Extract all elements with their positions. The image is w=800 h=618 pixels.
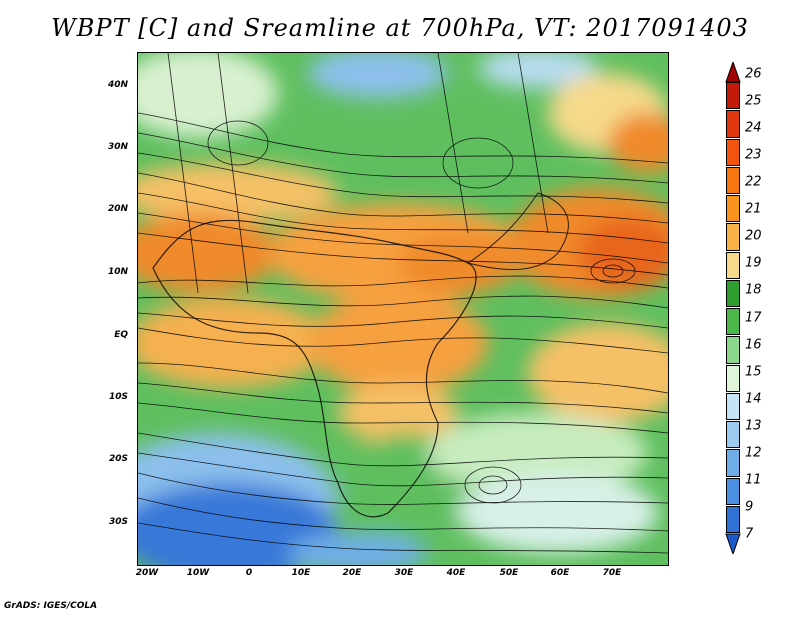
colorbar-segment [726, 82, 740, 110]
lon-label-0: 0 [245, 568, 253, 578]
colorbar-segment [726, 251, 740, 279]
lat-label-30n: 30N [107, 142, 128, 152]
colorbar-label: 20 [745, 228, 762, 244]
colorbar-bottom-arrow [725, 533, 741, 554]
lon-label-70e: 70E [602, 568, 622, 578]
colorbar-label: 9 [745, 499, 754, 515]
lat-label-40n: 40N [107, 80, 128, 90]
lon-label-60e: 60E [550, 568, 570, 578]
colorbar-segment [726, 364, 740, 392]
colorbar-label: 14 [745, 391, 762, 407]
lat-label-10n: 10N [107, 267, 128, 277]
field-shading [138, 53, 668, 565]
africa-outline [152, 219, 477, 518]
colorbar-segment [726, 110, 740, 138]
credit-text: GrADS: IGES/COLA [4, 601, 98, 611]
colorbar-segment [726, 223, 740, 251]
colorbar-label: 24 [745, 120, 762, 136]
colorbar-segment [726, 138, 740, 166]
colorbar-label: 12 [745, 445, 762, 461]
lon-label-10w: 10W [186, 568, 210, 578]
colorbar-label: 16 [745, 337, 762, 353]
colorbar-label: 11 [745, 472, 762, 488]
colorbar-label: 18 [745, 282, 762, 298]
lat-label-30s: 30S [108, 517, 128, 527]
colorbar-segment [726, 308, 740, 336]
map-title: WBPT [C] and Sreamline at 700hPa, VT: 20… [51, 14, 749, 42]
colorbar-segment [726, 166, 740, 194]
lat-label-10s: 10S [108, 392, 128, 402]
colorbar-segment [726, 421, 740, 449]
colorbar-segment [726, 195, 740, 223]
colorbar-segment [726, 505, 740, 533]
lon-label-20e: 20E [342, 568, 362, 578]
lon-label-40e: 40E [446, 568, 466, 578]
colorbar-label: 25 [745, 93, 762, 109]
lat-label-eq: EQ [114, 330, 128, 340]
lon-label-10e: 10E [291, 568, 311, 578]
colorbar-label: 17 [745, 310, 762, 326]
colorbar-segment [726, 392, 740, 420]
streamlines [138, 53, 668, 554]
colorbar-label: 23 [745, 147, 762, 163]
colorbar-label: 19 [745, 255, 762, 271]
colorbar-label: 26 [745, 66, 762, 82]
colorbar-label: 13 [745, 418, 762, 434]
lon-label-20w: 20W [135, 568, 159, 578]
lon-label-50e: 50E [499, 568, 519, 578]
lat-label-20s: 20S [108, 454, 128, 464]
colorbar-label: 7 [745, 526, 754, 542]
colorbar-segment [726, 279, 740, 307]
colorbar-label: 15 [745, 364, 762, 380]
colorbar-top-arrow [725, 62, 741, 83]
colorbar-segment [726, 336, 740, 364]
lat-label-20n: 20N [107, 204, 128, 214]
colorbar-segment [726, 477, 740, 505]
colorbar-label: 22 [745, 174, 762, 190]
colorbar-segment [726, 449, 740, 477]
colorbar-label: 21 [745, 201, 762, 217]
arabia-outline [466, 192, 569, 271]
wbpt-field [138, 53, 668, 565]
lon-label-30e: 30E [394, 568, 414, 578]
map-panel[interactable] [137, 52, 669, 566]
